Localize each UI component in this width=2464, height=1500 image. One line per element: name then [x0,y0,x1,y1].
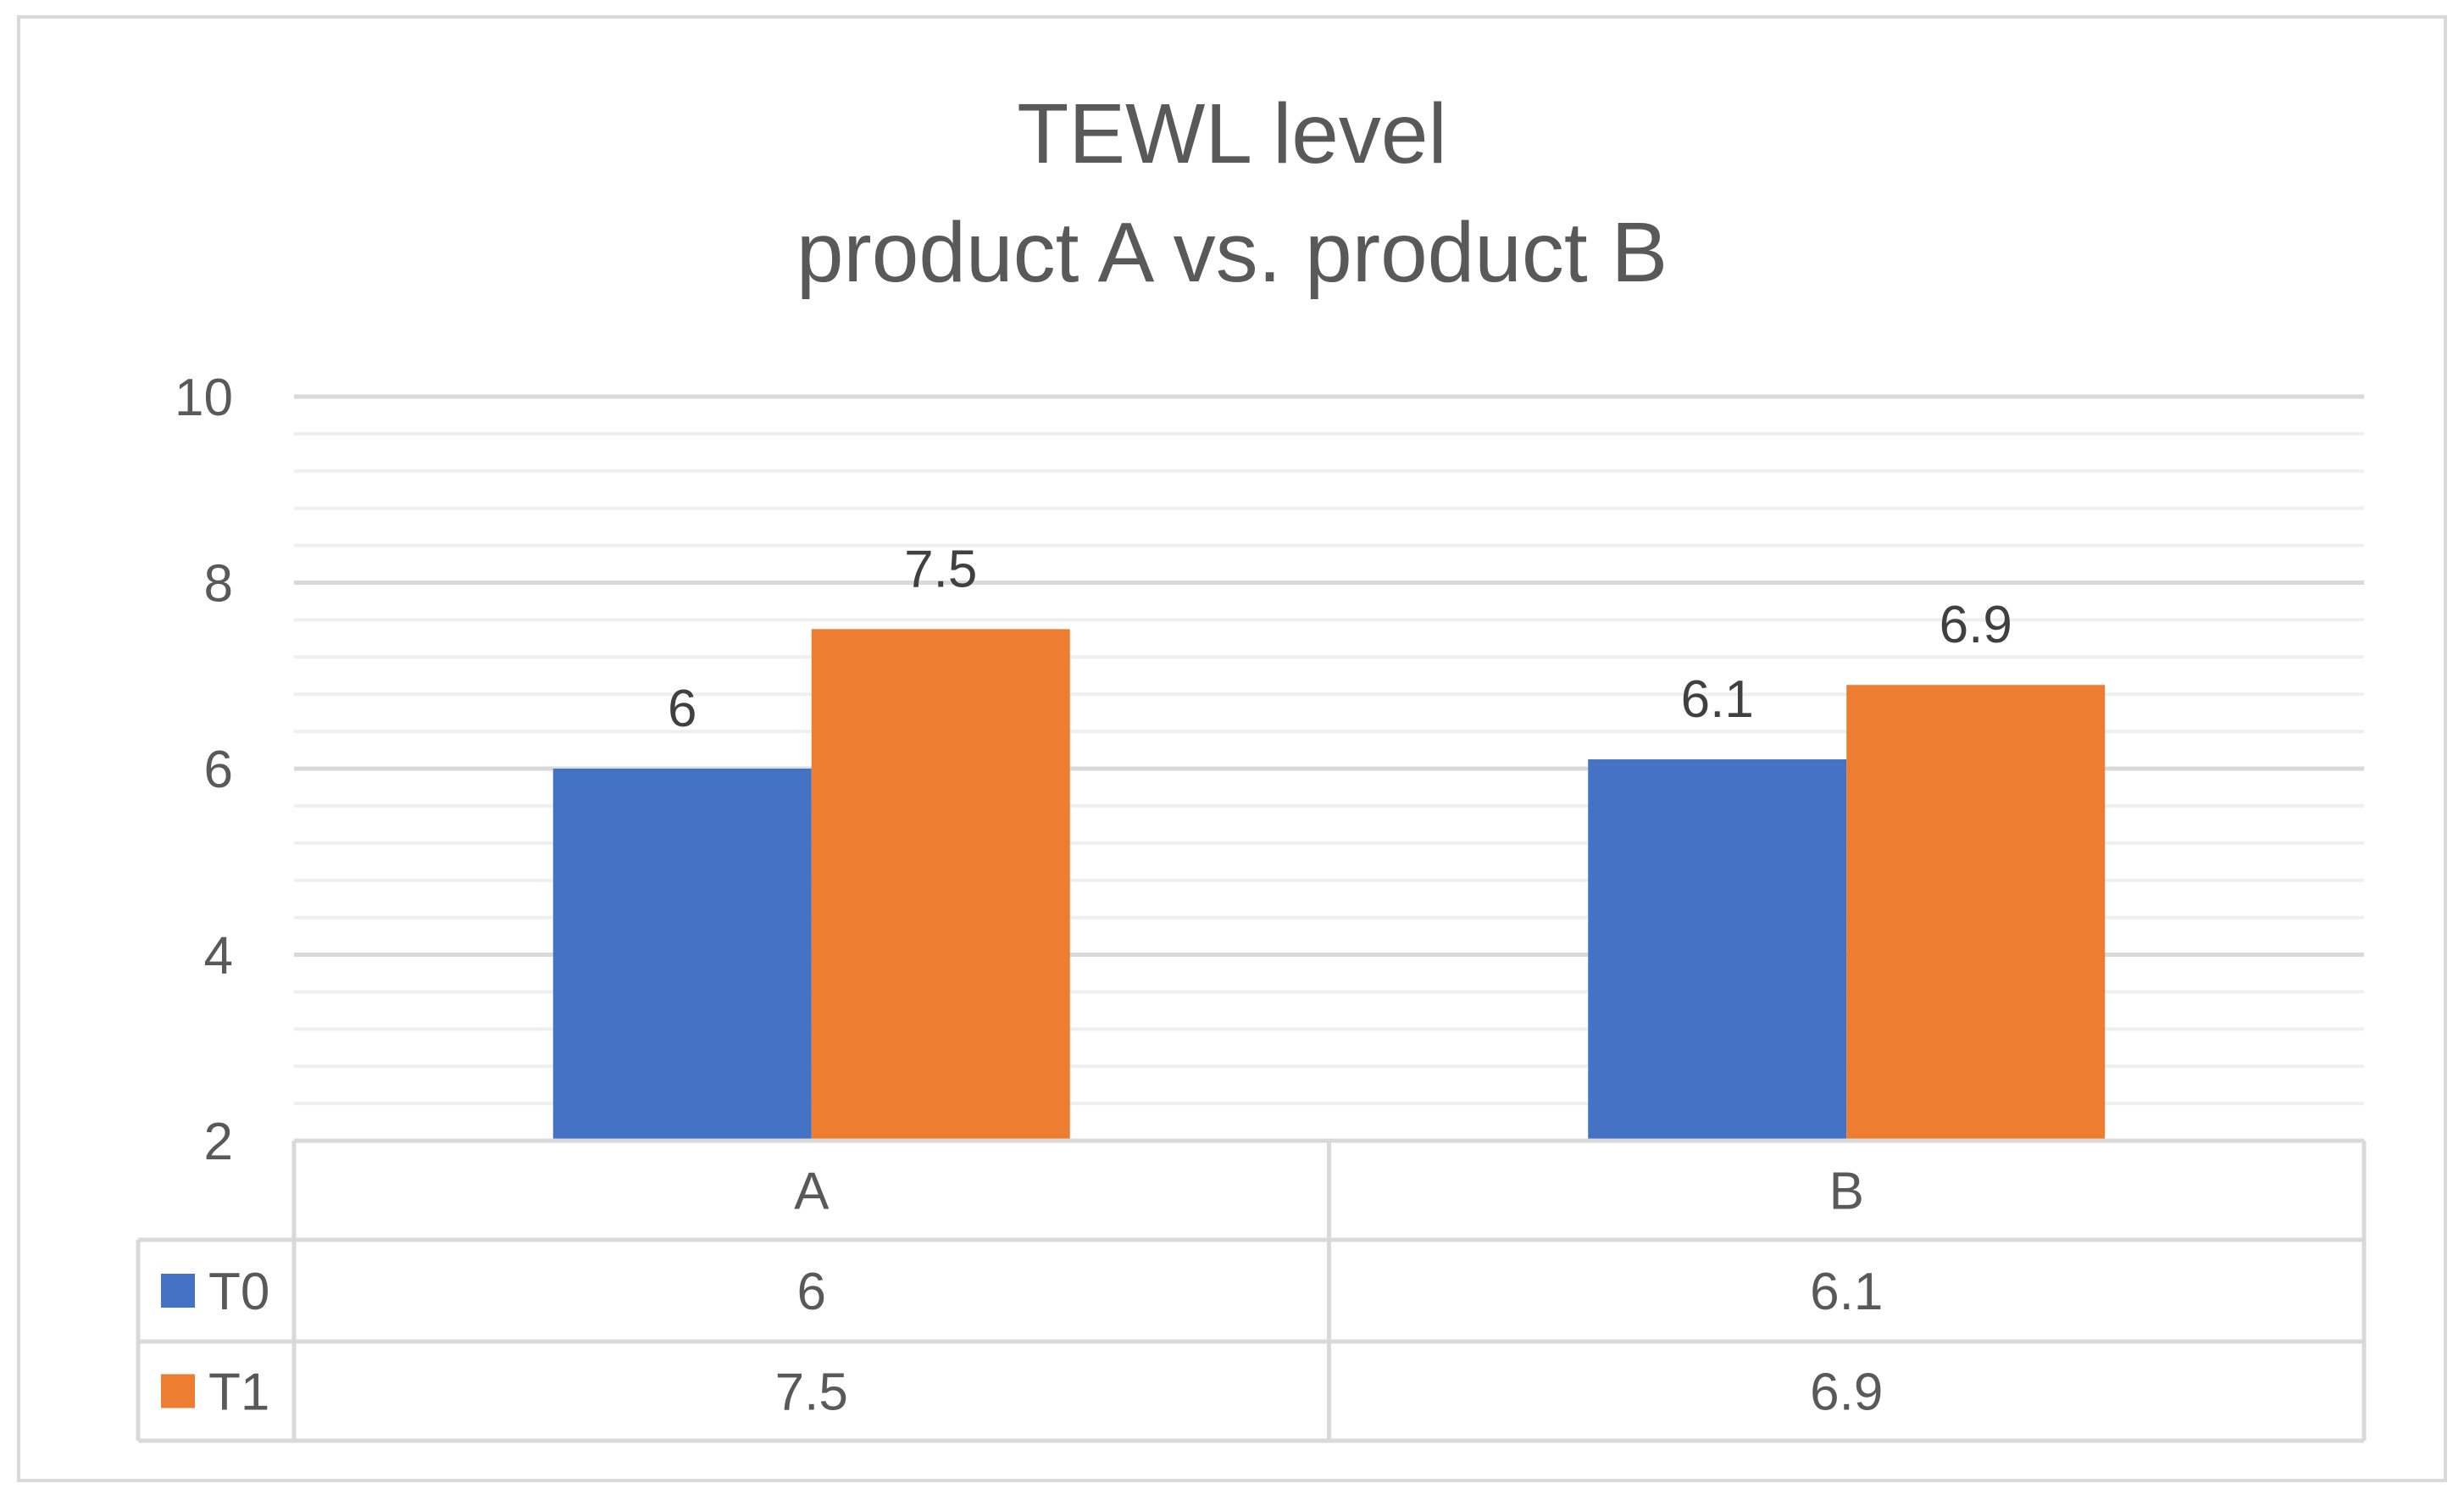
data-label-t0-b: 6.1 [1681,670,1754,729]
data-label-t1-b: 6.9 [1940,596,2012,654]
chart-subtitle: product A vs. product B [796,205,1668,300]
bar-t1-b [1846,685,2106,1141]
bar-t1-a [811,629,1070,1141]
legend-label-t0: T0 [208,1263,269,1321]
x-tick-label: A [794,1163,830,1221]
data-table: A B T0 6 6.1 T1 7.5 6.9 [136,1138,2367,1443]
x-tick-label: B [1829,1163,1864,1221]
data-label-t1-a: 7.5 [904,540,977,598]
legend-key-t1 [161,1374,195,1408]
chart-title: TEWL level [1017,86,1447,181]
y-tick-label: 4 [204,927,233,986]
table-cell: 7.5 [775,1364,848,1422]
y-tick-label: 10 [175,369,233,427]
data-labels: 6 7.5 6.1 6.9 [668,540,2012,738]
y-tick-label: 6 [204,741,233,799]
bar-t0-a [552,769,812,1141]
y-tick-label: 2 [204,1113,233,1171]
y-tick-label: 8 [204,555,233,614]
bar-t0-b [1588,759,1847,1141]
y-axis-ticks: 2 4 6 8 10 [175,369,233,1171]
legend-label-t1: T1 [208,1364,269,1422]
table-cell: 6.9 [1810,1364,1883,1422]
data-label-t0-a: 6 [668,680,696,738]
legend-key-t0 [161,1274,195,1308]
table-cell: 6.1 [1810,1263,1883,1321]
bars [552,629,2106,1141]
table-cell: 6 [797,1263,826,1321]
